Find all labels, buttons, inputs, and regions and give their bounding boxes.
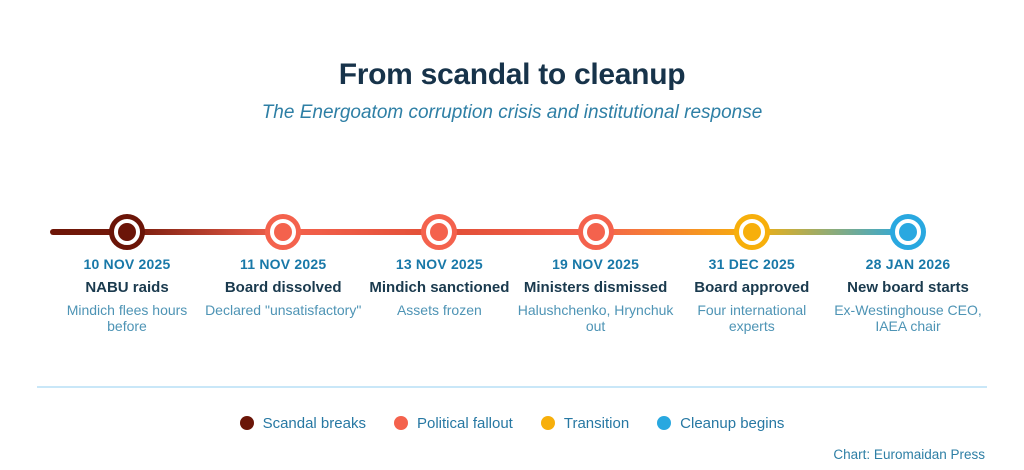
legend-dot bbox=[393, 416, 408, 430]
event-description: Declared "unsatisfactory" bbox=[205, 302, 362, 318]
timeline-axis-line bbox=[50, 229, 922, 235]
event-title: New board starts bbox=[847, 279, 969, 296]
event-date: 28 JAN 2026 bbox=[865, 256, 951, 272]
event-description: Halushchenko, Hrynchuk out bbox=[517, 302, 674, 334]
footer-divider bbox=[37, 386, 987, 388]
timeline-event: 11 NOV 2025 Board dissolved Declared "un… bbox=[205, 214, 362, 318]
event-dot-inner bbox=[742, 223, 761, 241]
timeline-event: 13 NOV 2025 Mindich sanctioned Assets fr… bbox=[361, 214, 518, 318]
event-dot bbox=[733, 214, 770, 250]
chart-title: From scandal to cleanup bbox=[338, 58, 686, 91]
event-date: 19 NOV 2025 bbox=[552, 256, 640, 272]
legend-item: Cleanup begins bbox=[657, 415, 784, 432]
event-date: 10 NOV 2025 bbox=[83, 256, 171, 272]
event-date: 11 NOV 2025 bbox=[240, 256, 327, 272]
legend-dot bbox=[239, 416, 254, 430]
legend-label: Cleanup begins bbox=[680, 414, 785, 432]
legend-label: Political fallout bbox=[416, 414, 513, 432]
event-dot bbox=[577, 214, 614, 250]
legend-dot bbox=[540, 416, 555, 430]
event-description: Four international experts bbox=[697, 302, 807, 334]
event-dot-inner bbox=[430, 223, 449, 241]
timeline-event: 10 NOV 2025 NABU raids Mindich flees hou… bbox=[49, 214, 206, 334]
event-dot bbox=[890, 214, 926, 250]
event-title: Mindich sanctioned bbox=[369, 279, 510, 296]
event-description: Assets frozen bbox=[396, 302, 482, 318]
event-description: Ex-Westinghouse CEO, IAEA chair bbox=[834, 302, 982, 334]
event-dot-inner bbox=[274, 223, 293, 241]
event-description: Mindich flees hours before bbox=[66, 302, 188, 334]
timeline-event: 31 DEC 2025 Board approved Four internat… bbox=[673, 214, 830, 334]
event-title: Board approved bbox=[694, 279, 810, 296]
legend-item: Political fallout bbox=[393, 414, 513, 432]
legend: Scandal breaks Political fallout Transit… bbox=[0, 412, 1024, 434]
event-title: Board dissolved bbox=[224, 279, 342, 296]
event-dot bbox=[109, 214, 145, 250]
timeline-event: 19 NOV 2025 Ministers dismissed Halushch… bbox=[517, 214, 674, 334]
event-title: Ministers dismissed bbox=[523, 279, 668, 296]
event-dot bbox=[265, 214, 302, 250]
chart-credit: Chart: Euromaidan Press bbox=[833, 447, 985, 462]
event-dot-inner bbox=[118, 223, 136, 241]
legend-item: Scandal breaks bbox=[239, 414, 366, 432]
event-dot bbox=[421, 214, 458, 250]
event-dot-inner bbox=[586, 223, 605, 241]
legend-label: Transition bbox=[563, 414, 630, 432]
event-date: 13 NOV 2025 bbox=[395, 256, 483, 272]
legend-item: Transition bbox=[540, 414, 630, 432]
legend-label: Scandal breaks bbox=[262, 414, 366, 432]
legend-dot bbox=[657, 416, 672, 430]
event-date: 31 DEC 2025 bbox=[708, 256, 795, 272]
chart-subtitle: The Energoatom corruption crisis and ins… bbox=[261, 102, 763, 123]
event-dot-inner bbox=[899, 223, 917, 241]
timeline-event: 28 JAN 2026 New board starts Ex-Westingh… bbox=[830, 214, 987, 334]
event-title: NABU raids bbox=[85, 279, 169, 296]
